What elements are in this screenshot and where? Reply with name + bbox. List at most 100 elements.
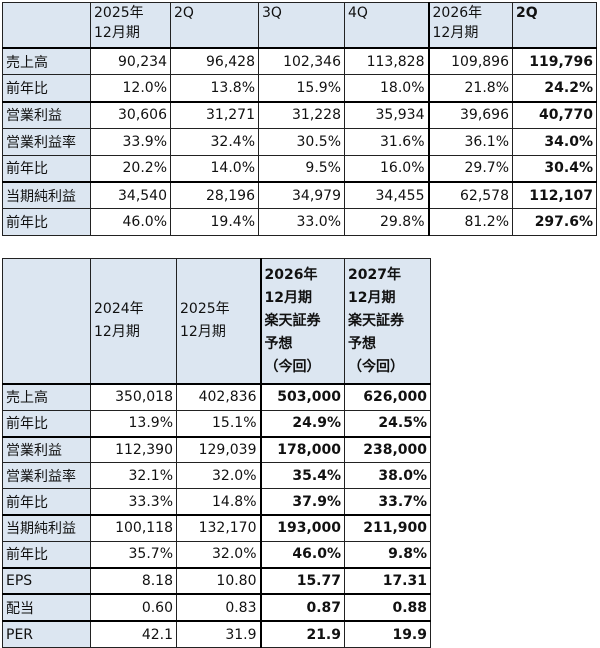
cell: 211,900 <box>344 513 431 542</box>
table-row: 営業利益率 32.1% 32.0% 35.4% 38.0% <box>2 462 431 490</box>
cell: 238,000 <box>344 435 431 464</box>
row-label: 前年比 <box>2 409 91 438</box>
cell: 33.9% <box>90 128 171 156</box>
cell: 31.9 <box>176 620 261 648</box>
cell: 503,000 <box>259 382 345 411</box>
cell: 13.8% <box>170 74 259 103</box>
row-label: 前年比 <box>2 74 91 103</box>
cell: 30.5% <box>258 128 345 156</box>
cell: 109,896 <box>427 47 513 76</box>
cell: 46.0% <box>90 208 171 236</box>
cell: 24.5% <box>344 409 431 438</box>
row-label: 営業利益 <box>2 435 91 464</box>
cell: 62,578 <box>427 180 513 210</box>
cell: 36.1% <box>427 128 513 156</box>
cell: 18.0% <box>344 74 429 103</box>
corner-cell <box>2 258 91 385</box>
cell: 12.0% <box>90 74 171 103</box>
cell: 34,979 <box>258 180 345 210</box>
cell: 112,107 <box>512 180 597 210</box>
cell: 31,228 <box>258 100 345 130</box>
header-cell: 2027年 12月期 楽天証券 予想 （今回） <box>344 258 431 385</box>
table-row: 当期純利益 34,540 28,196 34,979 34,455 62,578 112,1… <box>2 180 597 210</box>
cell: 31.6% <box>344 128 429 156</box>
row-label: 売上高 <box>2 47 91 76</box>
cell: 0.60 <box>90 593 177 622</box>
header-cell: 4Q <box>344 2 429 49</box>
cell: 32.1% <box>90 462 177 490</box>
cell: 31,271 <box>170 100 259 130</box>
cell: 129,039 <box>176 435 261 464</box>
cell: 16.0% <box>344 154 429 183</box>
header-cell: 2026年 12月期 <box>427 2 513 49</box>
row-label: 営業利益 <box>2 100 91 130</box>
cell: 29.7% <box>427 154 513 183</box>
header-cell: 2025年 12月期 <box>90 2 171 49</box>
row-label: 営業利益率 <box>2 462 91 490</box>
cell: 14.8% <box>176 488 261 516</box>
cell: 32.4% <box>170 128 259 156</box>
cell: 15.77 <box>259 566 345 595</box>
cell: 28,196 <box>170 180 259 210</box>
cell: 17.31 <box>344 566 431 595</box>
row-label: 前年比 <box>2 208 91 236</box>
cell: 8.18 <box>90 566 177 595</box>
cell: 297.6% <box>512 208 597 236</box>
header-row: 2024年 12月期 2025年 12月期 2026年 12月期 楽天証券 予想 （… <box>2 258 431 385</box>
row-label: 前年比 <box>2 154 91 183</box>
cell: 9.8% <box>344 540 431 569</box>
table-row: 営業利益率 33.9% 32.4% 30.5% 31.6% 36.1% 34.0% <box>2 128 597 156</box>
cell: 35.4% <box>259 462 345 490</box>
cell: 14.0% <box>170 154 259 183</box>
header-cell: 2024年 12月期 <box>90 258 177 385</box>
cell: 119,796 <box>512 47 597 76</box>
cell: 19.4% <box>170 208 259 236</box>
header-cell: 2026年 12月期 楽天証券 予想 （今回） <box>259 258 345 385</box>
header-cell: 2025年 12月期 <box>176 258 261 385</box>
cell: 32.0% <box>176 540 261 569</box>
row-label: 営業利益率 <box>2 128 91 156</box>
cell: 34,540 <box>90 180 171 210</box>
table-row: 前年比 35.7% 32.0% 46.0% 9.8% <box>2 540 431 569</box>
cell: 15.9% <box>258 74 345 103</box>
cell: 112,390 <box>90 435 177 464</box>
cell: 30,606 <box>90 100 171 130</box>
cell: 19.9 <box>344 620 431 648</box>
cell: 96,428 <box>170 47 259 76</box>
cell: 0.88 <box>344 593 431 622</box>
cell: 350,018 <box>90 382 177 411</box>
cell: 90,234 <box>90 47 171 76</box>
cell: 29.8% <box>344 208 429 236</box>
header-cell: 2Q <box>512 2 597 49</box>
cell: 100,118 <box>90 513 177 542</box>
cell: 113,828 <box>344 47 429 76</box>
cell: 21.8% <box>427 74 513 103</box>
table-row: EPS 8.18 10.80 15.77 17.31 <box>2 566 431 595</box>
cell: 132,170 <box>176 513 261 542</box>
table-row: 前年比 12.0% 13.8% 15.9% 18.0% 21.8% 24.2% <box>2 74 597 103</box>
cell: 32.0% <box>176 462 261 490</box>
cell: 46.0% <box>259 540 345 569</box>
cell: 81.2% <box>427 208 513 236</box>
cell: 39,696 <box>427 100 513 130</box>
cell: 15.1% <box>176 409 261 438</box>
cell: 178,000 <box>259 435 345 464</box>
table-row: 前年比 33.3% 14.8% 37.9% 33.7% <box>2 488 431 516</box>
cell: 0.87 <box>259 593 345 622</box>
cell: 33.0% <box>258 208 345 236</box>
cell: 24.2% <box>512 74 597 103</box>
table-row: PER 42.1 31.9 21.9 19.9 <box>2 620 431 648</box>
cell: 37.9% <box>259 488 345 516</box>
row-label: 当期純利益 <box>2 180 91 210</box>
table-row: 配当 0.60 0.83 0.87 0.88 <box>2 593 431 622</box>
row-label: 前年比 <box>2 540 91 569</box>
cell: 0.83 <box>176 593 261 622</box>
cell: 34.0% <box>512 128 597 156</box>
table-row: 前年比 13.9% 15.1% 24.9% 24.5% <box>2 409 431 438</box>
row-label: PER <box>2 620 91 648</box>
row-label: 売上高 <box>2 382 91 411</box>
annual-table: 2024年 12月期 2025年 12月期 2026年 12月期 楽天証券 予想 （… <box>2 258 431 648</box>
cell: 21.9 <box>259 620 345 648</box>
table-row: 営業利益 112,390 129,039 178,000 238,000 <box>2 435 431 464</box>
